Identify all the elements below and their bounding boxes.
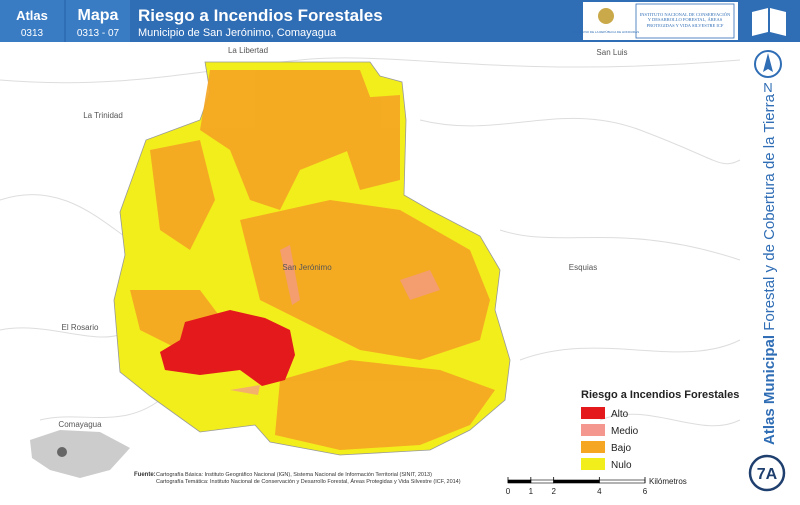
scale-segment [599,479,646,484]
atlas-label: Atlas [16,8,48,23]
scale-unit: Kilómetros [649,477,687,486]
legend-swatch [581,407,605,419]
place-label: San Jerónimo [282,263,332,272]
map-code: 0313 - 07 [77,28,120,39]
atlas-code: 0313 [21,28,44,39]
title: Riesgo a Incendios Forestales [138,6,383,25]
logo-left: GOBIERNO DE LA REPÚBLICA DE HONDURAS [573,29,639,34]
inset-country [30,430,130,478]
scale-tick-label: 2 [551,487,556,496]
source-label: Fuente: [134,472,156,478]
side-title-rest: Forestal y de Cobertura de la Tierra [761,93,778,330]
atlas-box [0,0,64,42]
logo-right: INSTITUTO NACIONAL DE CONSERVACIÓN Y DES… [639,12,731,28]
subtitle: Municipio de San Jerónimo, Comayagua [138,27,337,39]
place-label: El Rosario [62,323,99,332]
book-icon [752,8,786,36]
source-line: Cartografía Temática: Instituto Nacional… [156,478,461,485]
legend-label: Nulo [611,460,632,471]
north-label: N [763,80,772,95]
map-label: Mapa [78,7,119,24]
north-circle [754,50,782,78]
side-title: Atlas Municipal Forestal y de Cobertura … [761,93,778,445]
logo-frame [635,3,735,39]
legend-label: Alto [611,409,629,420]
scale-segment [553,479,600,484]
legend-label: Medio [611,426,639,437]
badge: 7A [757,466,778,483]
legend-swatch [581,424,605,436]
risk-medio [230,245,440,395]
scale-tick-label: 1 [529,487,534,496]
legend-title: Riesgo a Incendios Forestales [581,389,739,401]
place-label: La Libertad [228,46,268,55]
place-label: Esquias [569,263,597,272]
inset-location [57,447,67,457]
risk-bajo [130,70,495,450]
place-label: La Trinidad [83,111,123,120]
logo-right-wrap: INSTITUTO NACIONAL DE CONSERVACIÓN Y DES… [639,12,731,28]
scale-tick-label: 6 [643,487,648,496]
badge-circle [748,454,786,492]
legend-swatch [581,441,605,453]
roads [0,57,741,427]
place-label: Comayagua [58,420,102,429]
legend-swatch [581,458,605,470]
logo-emblem [598,8,614,24]
scale-segment [507,479,532,484]
map-box [66,0,130,42]
scale-tick-label: 0 [506,487,511,496]
scale-tick-label: 4 [597,487,602,496]
legend-label: Bajo [611,443,631,454]
north-arrow [763,53,773,72]
legend: Alto Medio Bajo Nulo [581,407,639,471]
scale-segment [530,479,554,484]
side-title-bold: Atlas Municipal [761,335,778,445]
place-label: San Luis [596,48,627,57]
risk-alto [160,310,295,386]
source-line: Cartografía Básica: Instituto Geográfico… [156,472,432,478]
